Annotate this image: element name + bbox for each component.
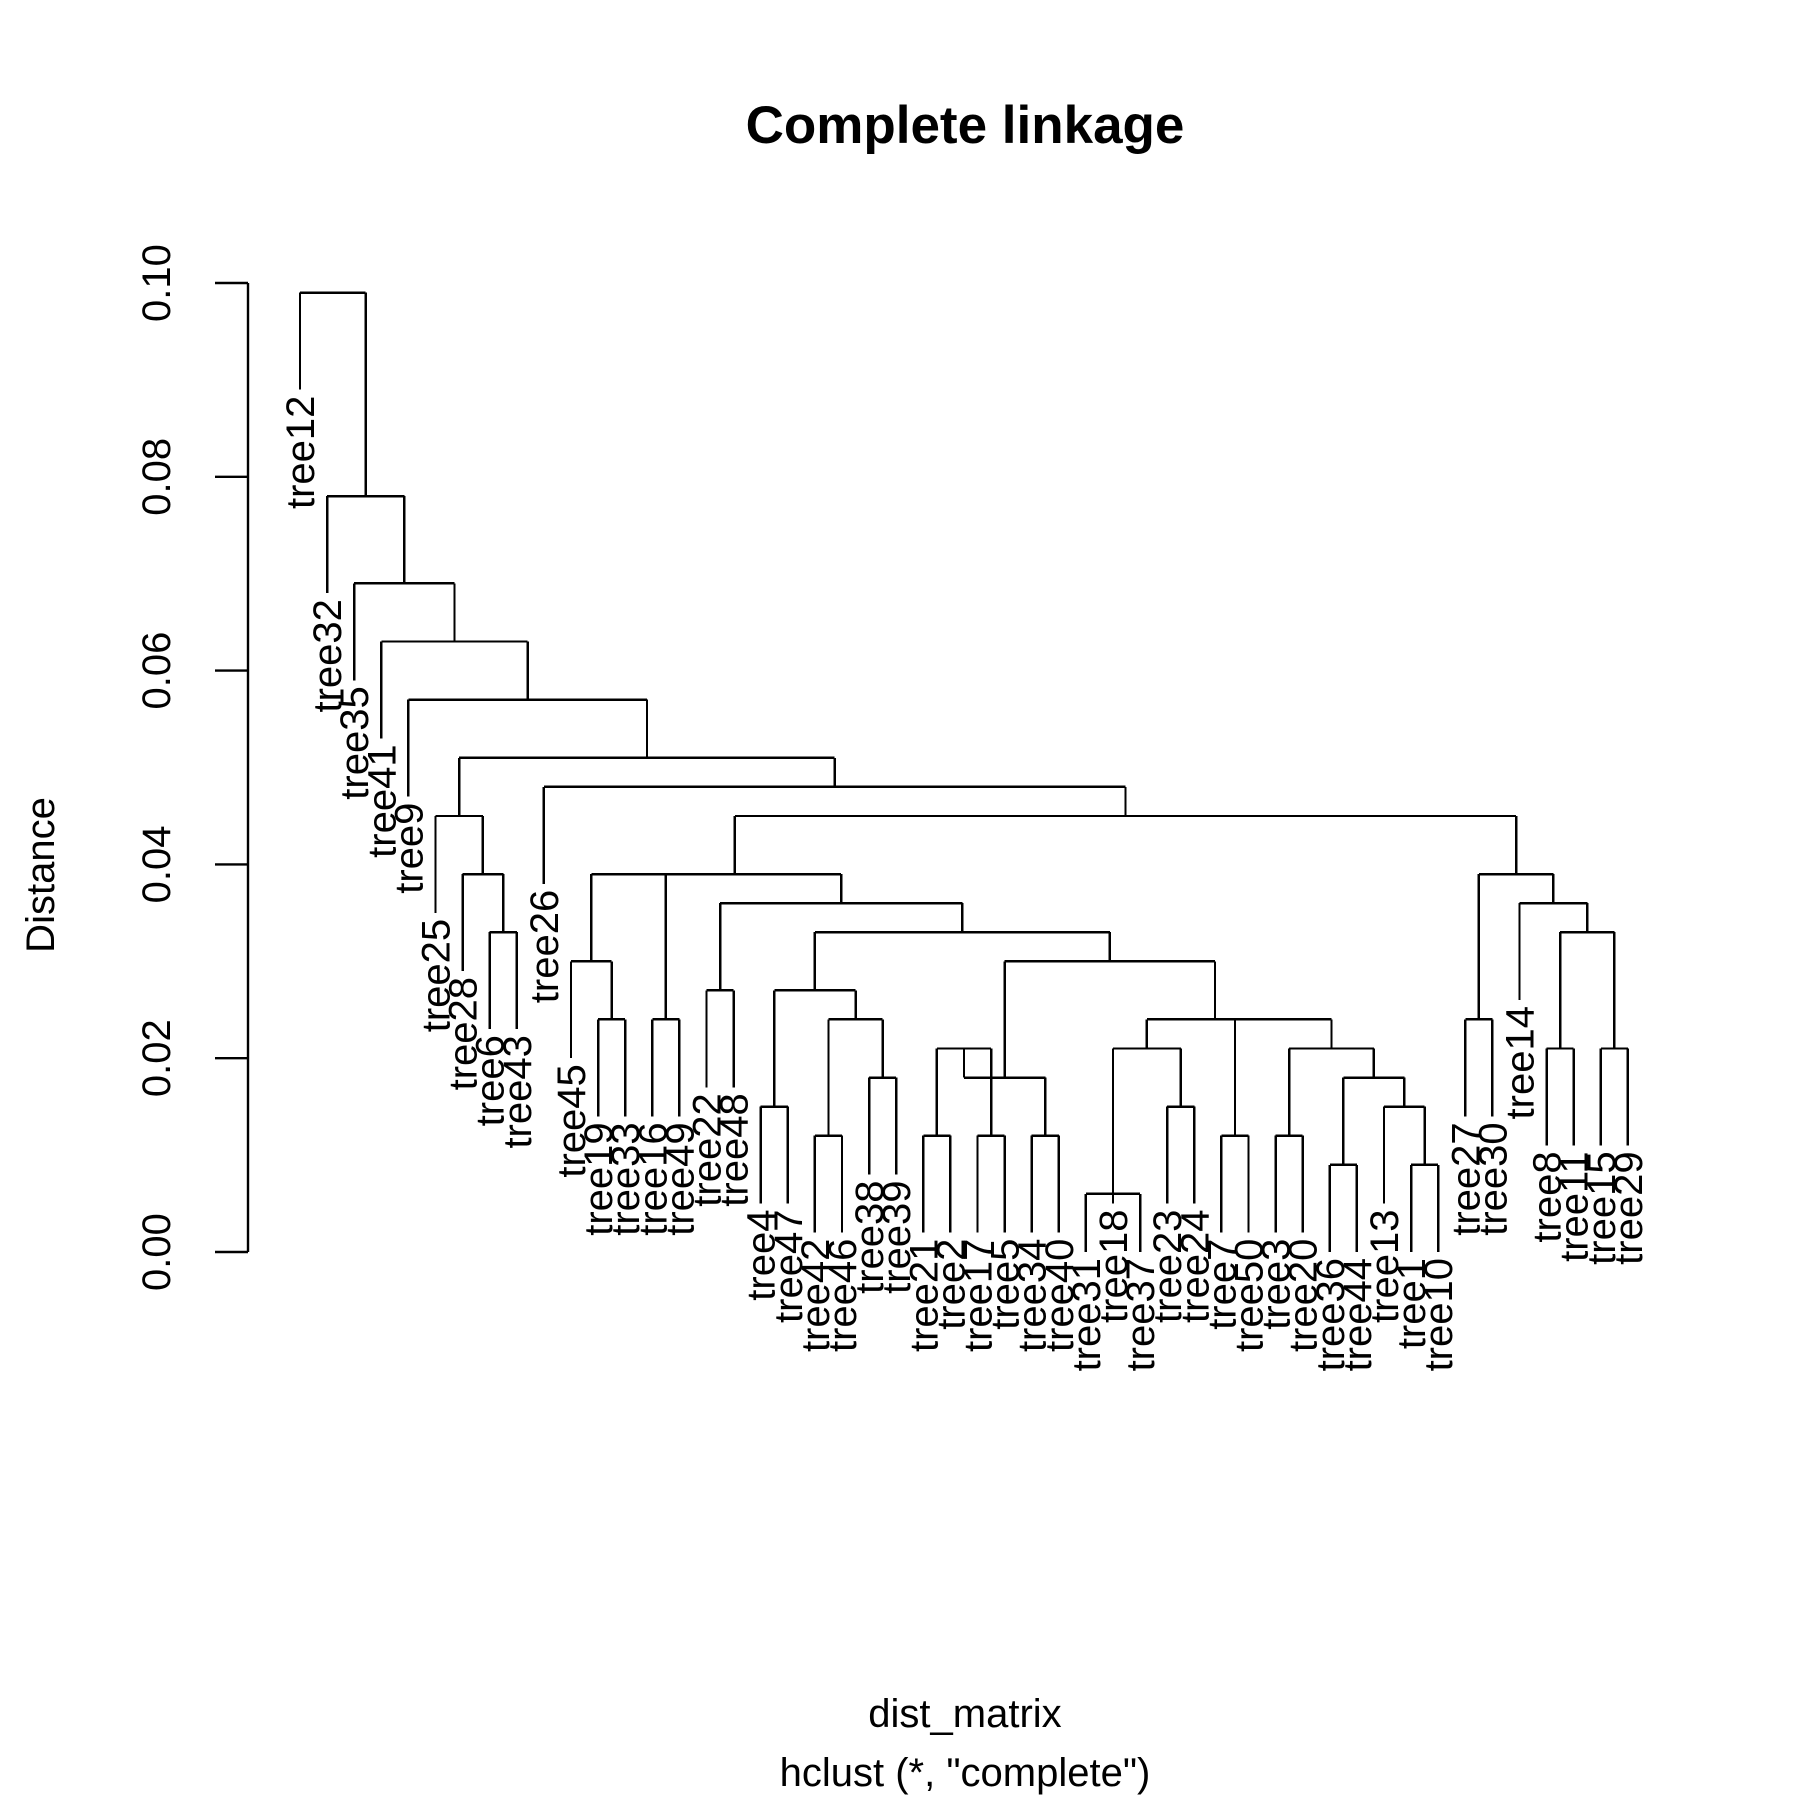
leaf-label: tree17	[957, 1239, 1001, 1352]
leaf-label: tree29	[1607, 1151, 1651, 1264]
leaf-label: tree45	[550, 1064, 594, 1177]
leaf-label: tree4	[740, 1210, 784, 1301]
leaf-label: tree31	[1065, 1258, 1109, 1371]
leaf-label: tree33	[604, 1122, 648, 1235]
leaf-label: tree40	[1038, 1239, 1082, 1352]
leaf-label: tree26	[523, 890, 567, 1003]
dendrogram-branches	[298, 291, 1630, 1252]
leaf-label: tree11	[1553, 1151, 1597, 1261]
leaf-label: tree35	[333, 686, 377, 799]
y-axis-title: Distance	[19, 797, 63, 953]
leaf-label: tree50	[1228, 1239, 1272, 1352]
leaf-label: tree24	[1173, 1210, 1217, 1323]
leaf-label: tree9	[387, 803, 431, 894]
y-tick-label: 0.00	[135, 1213, 179, 1291]
leaf-label: tree20	[1282, 1239, 1326, 1352]
leaf-label: tree44	[1336, 1258, 1380, 1371]
leaf-label: tree36	[1309, 1258, 1353, 1371]
leaf-label: tree22	[686, 1093, 730, 1206]
y-tick-label: 0.10	[135, 244, 179, 322]
leaf-label: tree30	[1471, 1122, 1515, 1235]
chart-title: Complete linkage	[746, 96, 1185, 155]
leaf-label: tree6	[469, 1035, 513, 1126]
leaf-label: tree42	[794, 1239, 838, 1352]
leaf-label: tree18	[1092, 1210, 1136, 1323]
leaf-label: tree38	[848, 1180, 892, 1293]
y-tick-label: 0.08	[135, 438, 179, 516]
leaf-label: tree48	[713, 1093, 757, 1206]
leaf-label: tree12	[279, 396, 323, 509]
leaf-label: tree21	[902, 1239, 946, 1352]
leaf-label: tree32	[306, 599, 350, 712]
leaf-label: tree39	[875, 1180, 919, 1293]
leaf-label: tree47	[767, 1210, 811, 1323]
leaf-label: tree2	[929, 1239, 973, 1330]
leaf-label: tree10	[1417, 1258, 1461, 1371]
leaf-label: tree37	[1119, 1258, 1163, 1371]
leaf-label: tree27	[1444, 1122, 1488, 1235]
leaf-label: tree25	[415, 919, 459, 1032]
leaf-label: tree34	[1011, 1239, 1055, 1352]
leaf-label: tree13	[1363, 1210, 1407, 1323]
leaf-label: tree1	[1390, 1258, 1434, 1349]
x-axis-title: dist_matrix	[868, 1692, 1061, 1736]
leaf-label: tree15	[1580, 1151, 1624, 1264]
leaf-label: tree3	[1255, 1239, 1299, 1330]
leaf-label: tree5	[984, 1239, 1028, 1330]
y-tick-label: 0.06	[135, 632, 179, 710]
leaf-label: tree41	[360, 744, 404, 857]
y-tick-label: 0.02	[135, 1019, 179, 1097]
x-axis-subtitle: hclust (*, "complete")	[780, 1751, 1151, 1795]
leaf-label: tree28	[442, 977, 486, 1090]
leaf-label: tree46	[821, 1239, 865, 1352]
leaf-label: tree43	[496, 1035, 540, 1148]
y-tick-label: 0.04	[135, 825, 179, 903]
leaf-label: tree49	[658, 1122, 702, 1235]
leaf-label: tree14	[1499, 1006, 1543, 1119]
leaf-label: tree7	[1200, 1239, 1244, 1330]
leaf-label: tree19	[577, 1122, 621, 1235]
leaf-label: tree16	[631, 1122, 675, 1235]
leaf-label: tree23	[1146, 1210, 1190, 1323]
y-axis: 0.00 0.02 0.04 0.06 0.08 0.10	[135, 244, 250, 1291]
leaf-label: tree8	[1526, 1151, 1570, 1242]
